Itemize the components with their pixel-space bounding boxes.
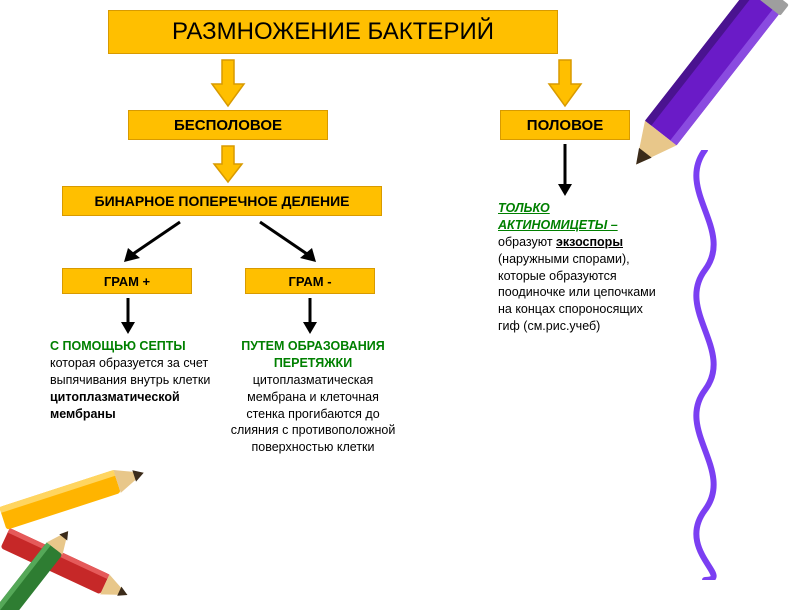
peretyazhka-body: цитоплазматическая мембрана и клеточная … <box>231 373 396 455</box>
septa-title: С ПОМОЩЬЮ СЕПТЫ <box>50 339 186 353</box>
arrow-sexual-down <box>555 142 575 198</box>
asexual-box: БЕСПОЛОВОЕ <box>128 110 328 140</box>
actino-title: ТОЛЬКО АКТИНОМИЦЕТЫ – <box>498 201 618 232</box>
arrow-binary-right <box>250 218 330 268</box>
actino-mid1: образуют <box>498 235 556 249</box>
title-text: РАЗМНОЖЕНИЕ БАКТЕРИЙ <box>172 18 494 46</box>
asexual-label: БЕСПОЛОВОЕ <box>174 117 282 134</box>
binary-box: БИНАРНОЕ ПОПЕРЕЧНОЕ ДЕЛЕНИЕ <box>62 186 382 216</box>
gramplus-box: ГРАМ + <box>62 268 192 294</box>
gramplus-label: ГРАМ + <box>104 274 150 289</box>
actino-body: (наружными спорами), которые образуются … <box>498 252 656 334</box>
crayons-icon <box>0 430 190 610</box>
septa-body1: которая образуется за счет выпячивания в… <box>50 356 210 387</box>
septa-text: С ПОМОЩЬЮ СЕПТЫ которая образуется за сч… <box>50 338 220 422</box>
gramminus-box: ГРАМ - <box>245 268 375 294</box>
peretyazhka-text: ПУТЕМ ОБРАЗОВАНИЯ ПЕРЕТЯЖКИ цитоплазмати… <box>228 338 398 456</box>
title-box: РАЗМНОЖЕНИЕ БАКТЕРИЙ <box>108 10 558 54</box>
gramminus-label: ГРАМ - <box>288 274 331 289</box>
binary-label: БИНАРНОЕ ПОПЕРЕЧНОЕ ДЕЛЕНИЕ <box>95 193 350 209</box>
arrow-asexual-down <box>210 144 246 184</box>
arrow-gramplus-down <box>118 296 138 336</box>
actino-mid2: экзоспоры <box>556 235 623 249</box>
actino-text: ТОЛЬКО АКТИНОМИЦЕТЫ – образуют экзоспоры… <box>498 200 658 335</box>
peretyazhka-title: ПУТЕМ ОБРАЗОВАНИЯ ПЕРЕТЯЖКИ <box>241 339 384 370</box>
arrow-binary-left <box>110 218 190 268</box>
arrow-title-right <box>545 58 585 108</box>
septa-body2: цитоплазматической мембраны <box>50 390 180 421</box>
arrow-title-left <box>208 58 248 108</box>
wavy-line-icon <box>670 150 740 580</box>
arrow-gramminus-down <box>300 296 320 336</box>
